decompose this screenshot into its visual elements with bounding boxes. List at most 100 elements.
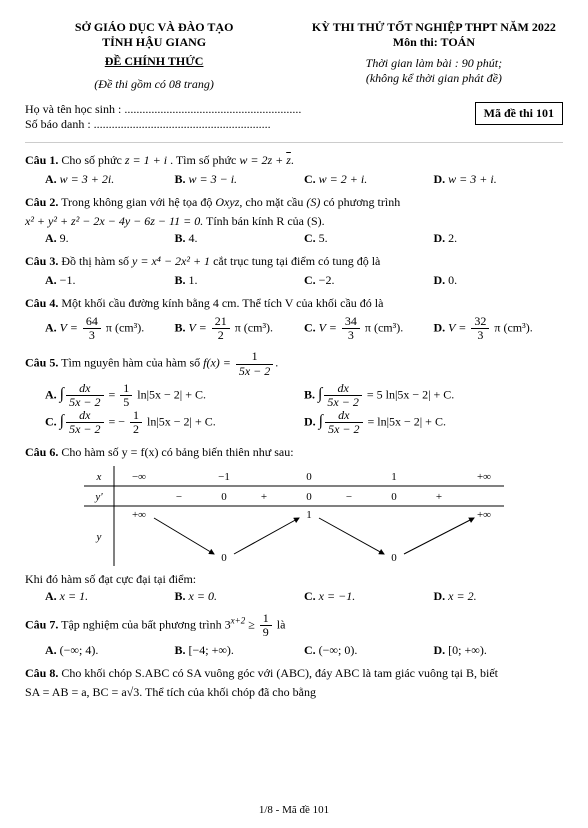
svg-text:0: 0 — [221, 552, 227, 564]
q2-text-b: cho mặt cầu — [245, 195, 306, 209]
id-line: Số báo danh : — [25, 117, 475, 132]
svg-text:0: 0 — [306, 491, 312, 503]
q2-b: B. 4. — [175, 231, 305, 246]
q1-a: A. w = 3 + 2i. — [45, 172, 175, 187]
q5-choices: A. ∫dx5x − 2 = 15 ln|5x − 2| + C. B. ∫dx… — [25, 382, 563, 437]
q7-choices: A. (−∞; 4). B. [−4; +∞). C. (−∞; 0). D. … — [25, 643, 563, 658]
q4-d: D. V = 323 π (cm³). — [434, 315, 564, 342]
question-6: Câu 6. Cho hàm số y = f(x) có bảng biến … — [25, 445, 563, 460]
official-text: ĐỀ CHÍNH THỨC — [105, 54, 204, 68]
svg-text:0: 0 — [221, 491, 227, 503]
q4-c: C. V = 343 π (cm³). — [304, 315, 434, 342]
page-footer: 1/8 - Mã đề 101 — [0, 804, 588, 816]
divider — [25, 142, 563, 143]
variation-svg: x y' y −∞ −1 0 1 +∞ − 0 + 0 − 0 + +∞ 0 1… — [84, 466, 504, 566]
q8-line2: SA = AB = a, BC = a√3. Thể tích của khối… — [25, 685, 563, 700]
svg-text:−: − — [346, 491, 352, 503]
question-8: Câu 8. Cho khối chóp S.ABC có SA vuông g… — [25, 666, 563, 681]
id-label: Số báo danh : — [25, 117, 91, 131]
svg-text:1: 1 — [391, 471, 397, 483]
svg-text:+∞: +∞ — [477, 509, 491, 521]
q7-c: C. (−∞; 0). — [304, 643, 434, 658]
official-label: ĐỀ CHÍNH THỨC — [25, 54, 283, 69]
svg-text:y: y — [96, 531, 102, 543]
q6-d: D. x = 2. — [434, 589, 564, 604]
org-line-1: SỞ GIÁO DỤC VÀ ĐÀO TẠO — [25, 20, 283, 35]
q1-d: D. w = 3 + i. — [434, 172, 564, 187]
student-info: Họ và tên học sinh : Số báo danh : Mã đề… — [25, 102, 563, 132]
q6-c: C. x = −1. — [304, 589, 434, 604]
svg-text:+∞: +∞ — [477, 471, 491, 483]
q7-b: B. [−4; +∞). — [175, 643, 305, 658]
q5-a: A. ∫dx5x − 2 = 15 ln|5x − 2| + C. — [45, 382, 304, 409]
q3-b: B. 1. — [175, 273, 305, 288]
q3-d: D. 0. — [434, 273, 564, 288]
svg-text:y': y' — [94, 491, 103, 503]
question-4: Câu 4. Một khối cầu đường kính bằng 4 cm… — [25, 296, 563, 311]
q5-d: D. ∫dx5x − 2 = ln|5x − 2| + C. — [304, 409, 563, 436]
name-line: Họ và tên học sinh : — [25, 102, 475, 117]
q6-a: A. x = 1. — [45, 589, 175, 604]
q6-choices: A. x = 1. B. x = 0. C. x = −1. D. x = 2. — [25, 589, 563, 604]
q2-text-a: Trong không gian với hệ tọa độ — [61, 195, 215, 209]
q3-a: A. −1. — [45, 273, 175, 288]
svg-text:−∞: −∞ — [132, 471, 146, 483]
name-label: Họ và tên học sinh : — [25, 102, 121, 116]
svg-text:1: 1 — [306, 509, 312, 521]
exam-code: Mã đề thi 101 — [475, 102, 563, 125]
svg-text:0: 0 — [391, 491, 397, 503]
q2-eq: x² + y² + z² − 2x − 4y − 6z − 11 = 0. Tí… — [25, 214, 563, 229]
q1-text-b: . Tìm số phức — [170, 153, 239, 167]
header-right: KỲ THI THỬ TỐT NGHIỆP THPT NĂM 2022 Môn … — [305, 20, 563, 92]
q1-choices: A. w = 3 + 2i. B. w = 3 − i. C. w = 2 + … — [25, 172, 563, 187]
svg-text:+: + — [436, 491, 442, 503]
q2-oxyz: Oxyz, — [215, 195, 242, 209]
svg-text:−1: −1 — [218, 471, 230, 483]
exam-code-box: Mã đề thi 101 — [475, 102, 563, 125]
q6-b: B. x = 0. — [175, 589, 305, 604]
exam-title: KỲ THI THỬ TỐT NGHIỆP THPT NĂM 2022 — [305, 20, 563, 35]
q3-choices: A. −1. B. 1. C. −2. D. 0. — [25, 273, 563, 288]
q2-d: D. 2. — [434, 231, 564, 246]
q4-a: A. V = 643 π (cm³). — [45, 315, 175, 342]
question-3: Câu 3. Đồ thị hàm số y = x⁴ − 2x² + 1 cắ… — [25, 254, 563, 269]
svg-text:0: 0 — [391, 552, 397, 564]
q5-c: C. ∫dx5x − 2 = − 12 ln|5x − 2| + C. — [45, 409, 304, 436]
q1-c: C. w = 2 + i. — [304, 172, 434, 187]
page-header: SỞ GIÁO DỤC VÀ ĐÀO TẠO TỈNH HẬU GIANG ĐỀ… — [25, 20, 563, 92]
question-7: Câu 7. Tập nghiệm của bất phương trình 3… — [25, 612, 563, 639]
q2-c: C. 5. — [304, 231, 434, 246]
svg-text:+: + — [261, 491, 267, 503]
question-2: Câu 2. Trong không gian với hệ tọa độ Ox… — [25, 195, 563, 210]
cau-label: Câu — [25, 153, 46, 167]
q1-text-a: Cho số phức — [61, 153, 125, 167]
q1-b: B. w = 3 − i. — [175, 172, 305, 187]
svg-text:−: − — [176, 491, 182, 503]
q2-s: (S) — [306, 195, 320, 209]
time-note: Thời gian làm bài : 90 phút; — [305, 56, 563, 71]
q5-b: B. ∫dx5x − 2 = 5 ln|5x − 2| + C. — [304, 382, 563, 409]
q1-w: w = 2z + z — [239, 153, 291, 167]
svg-text:0: 0 — [306, 471, 312, 483]
subject-title: Môn thi: TOÁN — [305, 35, 563, 50]
student-lines: Họ và tên học sinh : Số báo danh : — [25, 102, 475, 132]
q1-z: z = 1 + i — [125, 153, 167, 167]
q3-c: C. −2. — [304, 273, 434, 288]
org-line-2: TỈNH HẬU GIANG — [25, 35, 283, 50]
svg-text:x: x — [96, 471, 102, 483]
time-note-2: (không kể thời gian phát đề) — [305, 71, 563, 86]
variation-table: x y' y −∞ −1 0 1 +∞ − 0 + 0 − 0 + +∞ 0 1… — [25, 466, 563, 566]
header-left: SỞ GIÁO DỤC VÀ ĐÀO TẠO TỈNH HẬU GIANG ĐỀ… — [25, 20, 283, 92]
q2-choices: A. 9. B. 4. C. 5. D. 2. — [25, 231, 563, 246]
q4-b: B. V = 212 π (cm³). — [175, 315, 305, 342]
q4-choices: A. V = 643 π (cm³). B. V = 212 π (cm³). … — [25, 315, 563, 342]
pages-note: (Đề thi gồm có 08 trang) — [25, 77, 283, 92]
question-1: Câu 1. Cho số phức z = 1 + i . Tìm số ph… — [25, 153, 563, 168]
q7-d: D. [0; +∞). — [434, 643, 564, 658]
question-5: Câu 5. Tìm nguyên hàm của hàm số f(x) = … — [25, 350, 563, 377]
q7-a: A. (−∞; 4). — [45, 643, 175, 658]
svg-text:+∞: +∞ — [132, 509, 146, 521]
q2-a: A. 9. — [45, 231, 175, 246]
q2-text-c: có phương trình — [323, 195, 400, 209]
q6-text-b: Khi đó hàm số đạt cực đại tại điểm: — [25, 572, 563, 587]
